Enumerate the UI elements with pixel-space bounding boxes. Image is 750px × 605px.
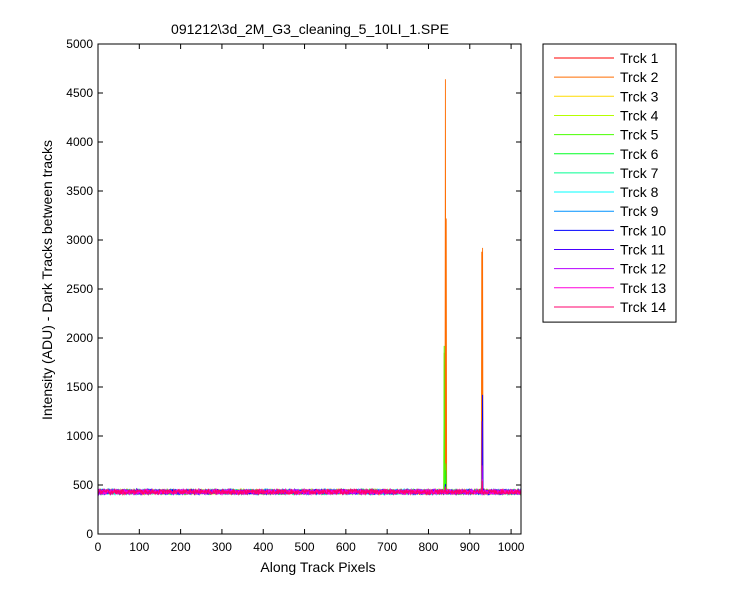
- y-tick-label: 1500: [66, 380, 93, 394]
- series-group: [98, 79, 521, 497]
- x-tick-label: 700: [377, 540, 397, 554]
- y-tick-label: 4000: [66, 135, 93, 149]
- y-tick-label: 2000: [66, 331, 93, 345]
- legend-label: Trck 12: [620, 261, 666, 277]
- legend-label: Trck 7: [620, 165, 659, 181]
- y-tick-label: 2500: [66, 282, 93, 296]
- x-tick-label: 800: [418, 540, 438, 554]
- y-tick-label: 3000: [66, 233, 93, 247]
- plot-background: [98, 44, 521, 534]
- y-tick-label: 4500: [66, 86, 93, 100]
- x-tick-label: 300: [212, 540, 232, 554]
- legend-label: Trck 2: [620, 69, 659, 85]
- legend-label: Trck 14: [620, 299, 666, 315]
- x-tick-label: 400: [253, 540, 273, 554]
- legend-label: Trck 5: [620, 127, 659, 143]
- legend-box: [542, 43, 677, 323]
- x-tick-label: 500: [295, 540, 315, 554]
- legend-label: Trck 10: [620, 222, 666, 238]
- legend-label: Trck 13: [620, 280, 666, 296]
- y-axis-title: Intensity (ADU) - Dark Tracks between tr…: [39, 140, 55, 420]
- legend-label: Trck 1: [620, 50, 659, 66]
- x-axis-title: Along Track Pixels: [260, 559, 375, 575]
- x-tick-label: 900: [460, 540, 480, 554]
- y-tick-label: 1000: [66, 429, 93, 443]
- x-tick-label: 600: [336, 540, 356, 554]
- x-tick-label: 0: [95, 540, 102, 554]
- legend-label: Trck 9: [620, 203, 659, 219]
- y-tick-label: 3500: [66, 184, 93, 198]
- plot-area: [98, 44, 521, 534]
- legend-label: Trck 3: [620, 88, 659, 104]
- axes: 0 100 200 300 400 500 600 700 800 900 1000 0 500 1000…: [66, 37, 524, 554]
- x-tick-label: 200: [171, 540, 191, 554]
- legend: Trck 1 Trck 2 Trck 3 Trck 4 Trck 5 Trck 6 Trck…: [542, 43, 677, 323]
- legend-label: Trck 8: [620, 184, 659, 200]
- y-tick-label: 500: [73, 478, 93, 492]
- legend-label: Trck 4: [620, 107, 659, 123]
- legend-label: Trck 11: [620, 242, 665, 258]
- series-line-14: [98, 481, 521, 496]
- legend-label: Trck 6: [620, 146, 659, 162]
- x-tick-label: 1000: [498, 540, 525, 554]
- x-tick-label: 100: [129, 540, 149, 554]
- y-tick-label: 0: [86, 527, 93, 541]
- chart-title: 091212\3d_2M_G3_cleaning_5_10LI_1.SPE: [171, 21, 449, 37]
- y-tick-label: 5000: [66, 37, 93, 51]
